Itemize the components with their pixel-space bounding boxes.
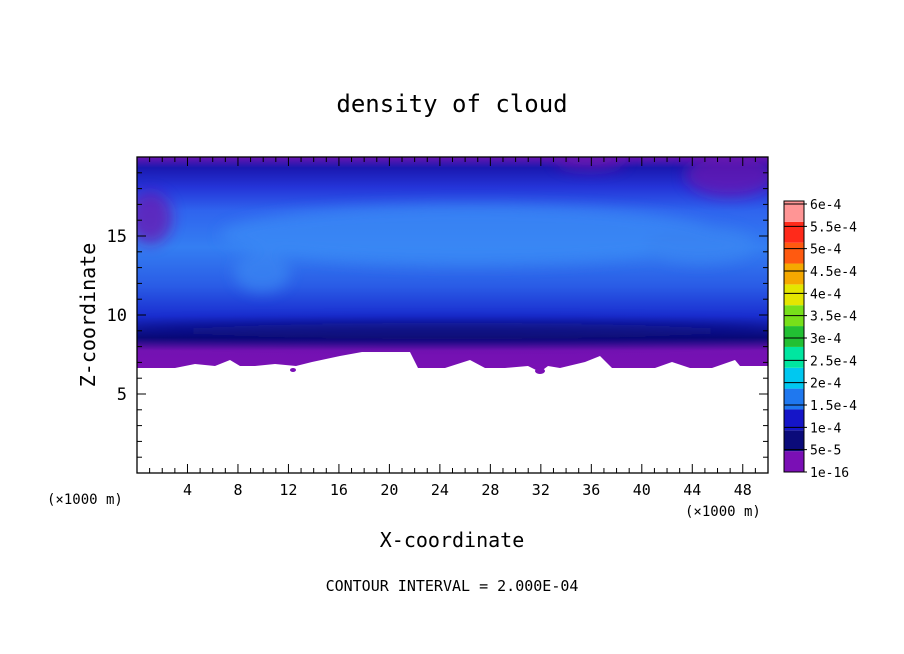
colorbar-label: 4e-4 — [810, 287, 841, 302]
colorbar-swatch — [784, 242, 804, 264]
colorbar: 1e-16 5e-5 1e-4 1.5e-4 2e-4 2.5e-4 3e-4 3.5e-4 4… — [783, 198, 857, 481]
colorbar-label: 4.5e-4 — [810, 265, 857, 280]
colorbar-label: 1.5e-4 — [810, 399, 857, 414]
colorbar-label: 5e-5 — [810, 444, 841, 459]
cloud-fragment — [535, 368, 545, 374]
colorbar-label: 2e-4 — [810, 377, 841, 392]
colorbar-label: 2.5e-4 — [810, 354, 857, 369]
x-tick-label: 44 — [683, 481, 701, 499]
colorbar-swatch — [784, 409, 804, 431]
x-tick-label: 36 — [582, 481, 600, 499]
colorbar-label: 3.5e-4 — [810, 310, 857, 325]
upper-right-purple — [685, 157, 768, 197]
x-axis-label: X-coordinate — [380, 528, 525, 552]
core-blob-main — [220, 205, 720, 265]
colorbar-swatch — [784, 263, 804, 285]
x-tick-label: 12 — [279, 481, 297, 499]
x-tick-label: 48 — [734, 481, 752, 499]
colorbar-swatch — [784, 430, 804, 452]
colorbar-label: 5e-4 — [810, 243, 841, 258]
cloud-fragment — [290, 368, 296, 372]
colorbar-swatch — [784, 451, 804, 472]
chart-title: density of cloud — [336, 90, 567, 118]
colorbar-swatch — [784, 367, 804, 389]
contour-interval-note: CONTOUR INTERVAL = 2.000E-04 — [326, 577, 579, 595]
x-unit-right: (×1000 m) — [685, 504, 761, 520]
colorbar-label: 1e-4 — [810, 421, 841, 436]
low-band-dark — [137, 323, 768, 339]
y-axis-label: Z-coordinate — [76, 243, 100, 388]
x-axis-ticks: 4 8 12 16 20 24 28 32 36 40 44 48 — [149, 157, 756, 499]
upper-left-purple — [137, 192, 172, 244]
colorbar-label: 6e-4 — [810, 198, 841, 213]
x-tick-label: 20 — [380, 481, 398, 499]
y-tick-label: 5 — [117, 385, 127, 405]
x-tick-label: 16 — [330, 481, 348, 499]
colorbar-swatch — [784, 346, 804, 368]
x-unit-left: (×1000 m) — [47, 492, 123, 508]
colorbar-swatch — [784, 221, 804, 243]
y-tick-label: 15 — [107, 227, 127, 247]
colorbar-label: 5.5e-4 — [810, 220, 857, 235]
x-tick-label: 40 — [633, 481, 651, 499]
colorbar-label: 3e-4 — [810, 332, 841, 347]
colorbar-swatch — [784, 388, 804, 410]
colorbar-swatch — [784, 326, 804, 347]
y-axis-ticks: 5 10 15 — [107, 172, 768, 458]
colorbar-swatch — [784, 284, 804, 306]
upper-mid-purple — [555, 157, 625, 170]
x-tick-label: 32 — [532, 481, 550, 499]
core-blob-right — [645, 227, 755, 263]
plot-area — [137, 157, 768, 473]
x-tick-label: 8 — [233, 481, 242, 499]
core-blob-left — [234, 252, 290, 292]
x-tick-label: 4 — [183, 481, 192, 499]
x-tick-label: 28 — [481, 481, 499, 499]
colorbar-swatch — [784, 201, 804, 222]
x-tick-label: 24 — [431, 481, 449, 499]
y-tick-label: 10 — [107, 306, 127, 326]
colorbar-label: 1e-16 — [810, 466, 849, 481]
